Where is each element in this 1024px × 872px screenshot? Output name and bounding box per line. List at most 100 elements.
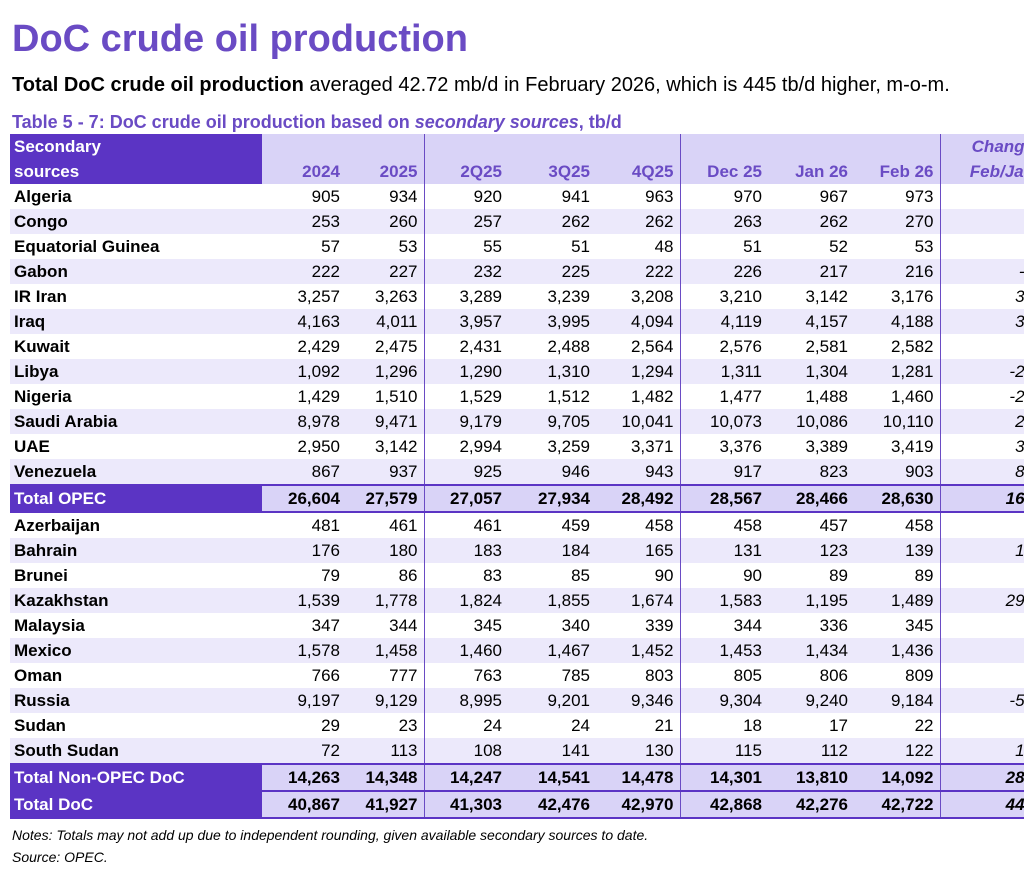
table-cell: 14,301: [679, 763, 768, 792]
change-cell: -1: [939, 259, 1024, 284]
table-cell: 51: [571, 236, 590, 256]
table-cell: 183: [423, 538, 508, 563]
table-cell: 72: [262, 738, 346, 764]
change-cell: 164: [939, 484, 1024, 513]
table-cell: 1,092: [262, 359, 346, 384]
table-cell: 1,296: [346, 359, 424, 384]
table-cell: 8,978: [262, 409, 346, 434]
table-cell: 809: [905, 665, 934, 685]
table-cell: 55: [423, 234, 508, 259]
table-cell: 946: [508, 459, 596, 485]
row-label: Iraq: [10, 309, 262, 334]
table-cell: 26,604: [262, 484, 346, 513]
row-label: Mexico: [10, 638, 262, 663]
table-cell: 41,303: [423, 790, 508, 819]
table-cell: 21: [654, 715, 674, 735]
table-cell: 10,041: [596, 409, 680, 434]
change-cell: 34: [939, 284, 1024, 309]
header-name-line1: Secondary: [10, 134, 262, 159]
table-cell: 86: [398, 565, 418, 585]
table-cell: 345: [905, 615, 934, 635]
table-cell: 2,581: [805, 336, 848, 356]
table-cell: 4,157: [768, 309, 854, 334]
table-cell: 27,579: [346, 484, 424, 513]
caption-part2: , tb/d: [578, 112, 622, 132]
table-cell: 10,086: [768, 409, 854, 434]
table-cell: 1,436: [854, 638, 940, 663]
table-cell: 2,488: [547, 336, 590, 356]
change-cell: 0: [939, 563, 1024, 588]
table-cell: 1,460: [423, 638, 508, 663]
header-row-2: sources 2024 2025 2Q25 3Q25 4Q25 Dec 25 …: [10, 159, 1024, 184]
table-row: Bahrain17618018318416513112313916: [10, 538, 1024, 563]
table-cell: 141: [508, 738, 596, 764]
table-row: IR Iran 3,257 3,263 3,289 3,239 3,208 3,210 3,1…: [10, 284, 1024, 309]
table-cell: 18: [679, 713, 768, 738]
table-cell: 3,176: [890, 286, 934, 306]
table-cell: 1,477: [679, 384, 768, 409]
row-label: Congo: [10, 209, 262, 234]
table-cell: 9,197: [262, 688, 346, 713]
table-cell: 925: [423, 459, 508, 485]
change-cell: -28: [939, 384, 1024, 409]
row-label: Libya: [10, 359, 262, 384]
table-cell: 481: [311, 515, 340, 535]
table-cell: 1,458: [346, 638, 424, 663]
table-cell: 3,142: [374, 436, 418, 456]
table-cell: 1,281: [854, 359, 940, 384]
table-cell: 1,290: [423, 359, 508, 384]
total-row: Total Non-OPEC DoC 14,263 14,348 14,247 14,5…: [10, 763, 1024, 792]
table-cell: 1,434: [768, 638, 854, 663]
table-cell: 28,630: [854, 484, 940, 513]
table-cell: 29: [321, 715, 340, 735]
table-cell: 1,778: [346, 588, 424, 613]
table-cell: 9,129: [346, 688, 424, 713]
table-cell: 262: [768, 209, 854, 234]
table-cell: 1,467: [508, 638, 596, 663]
table-cell: 52: [829, 236, 848, 256]
change-cell: 80: [939, 459, 1024, 485]
header-change-line1: Change: [939, 134, 1024, 159]
table-cell: 1,824: [423, 588, 508, 613]
table-cell: 344: [389, 615, 418, 635]
table-cell: 1,510: [374, 386, 418, 406]
table-cell: 941: [561, 186, 590, 206]
change-cell: 6: [939, 184, 1024, 209]
table-row: Equatorial Guinea57535551485152531: [10, 234, 1024, 259]
table-cell: 458: [645, 515, 674, 535]
table-cell: 934: [389, 186, 418, 206]
row-label: Bahrain: [10, 538, 262, 563]
row-label: Oman: [14, 665, 63, 685]
table-cell: 51: [679, 234, 768, 259]
table-cell: 903: [854, 459, 940, 485]
table-cell: 4,119: [679, 309, 768, 334]
table-cell: 130: [596, 738, 680, 764]
table-row: Malaysia3473443453403393443363459: [10, 613, 1024, 638]
change-cell: 30: [939, 434, 1024, 459]
table-cell: 260: [346, 209, 424, 234]
table-cell: 115: [679, 738, 768, 764]
table-row: Iraq 4,163 4,011 3,957 3,995 4,094 4,119 4,157 4…: [10, 309, 1024, 334]
table-cell: 262: [508, 209, 596, 234]
table-cell: 108: [423, 738, 508, 764]
change-cell: 9: [939, 613, 1024, 638]
table-cell: 10,073: [679, 409, 768, 434]
table-cell: 42,970: [596, 790, 680, 819]
table-cell: 1,578: [262, 638, 346, 663]
table-cell: 9,201: [508, 688, 596, 713]
summary-text: Total DoC crude oil production averaged …: [12, 71, 950, 99]
row-label: Saudi Arabia: [10, 409, 262, 434]
table-cell: 28,567: [679, 484, 768, 513]
table-cell: 14,478: [596, 763, 680, 792]
row-label: Total Non-OPEC DoC: [10, 763, 262, 792]
table-row: Libya 1,092 1,296 1,290 1,310 1,294 1,311 1,304…: [10, 359, 1024, 384]
table-cell: 1,539: [262, 588, 346, 613]
table-cell: 458: [679, 512, 768, 538]
table-cell: 1,294: [596, 359, 680, 384]
table-cell: 262: [596, 209, 680, 234]
row-label: UAE: [14, 436, 50, 456]
table-cell: 1,512: [547, 386, 590, 406]
table-caption: Table 5 - 7: DoC crude oil production ba…: [12, 110, 622, 134]
table-row: Sudan29232424211817225: [10, 713, 1024, 738]
